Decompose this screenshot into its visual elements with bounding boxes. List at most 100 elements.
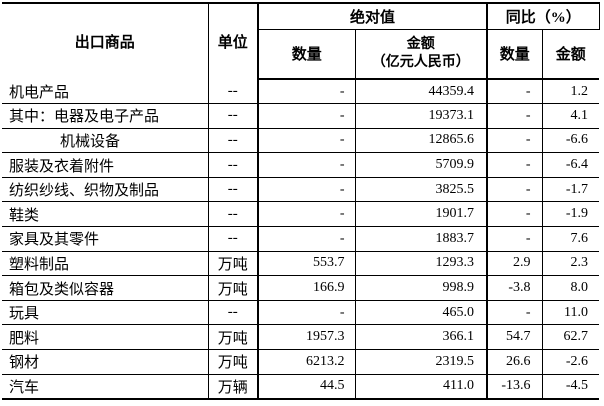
table-row: 塑料制品 万吨 553.7 1293.3 2.9 2.3 <box>2 251 600 277</box>
cell-unit: -- <box>208 177 259 203</box>
table-header: 出口商品 单位 绝对值 同比（%） 数量 金额 （亿元人民币） 数量 金额 <box>2 3 600 80</box>
cell-abs-amount: 1293.3 <box>355 251 489 277</box>
cell-abs-quantity: - <box>258 103 356 129</box>
cell-commodity: 服装及衣着附件 <box>2 152 209 178</box>
cell-yoy-amount: -6.6 <box>542 128 600 154</box>
cell-commodity: 机电产品 <box>2 79 209 105</box>
cell-yoy-quantity: -3.8 <box>487 275 543 301</box>
cell-commodity: 汽车 <box>2 374 209 400</box>
cell-abs-quantity: - <box>258 226 356 252</box>
cell-yoy-quantity: - <box>487 226 543 252</box>
cell-yoy-quantity: - <box>487 128 543 154</box>
cell-abs-amount: 1883.7 <box>355 226 489 252</box>
cell-abs-amount: 998.9 <box>355 275 489 301</box>
cell-abs-quantity: - <box>258 152 356 178</box>
cell-yoy-amount: 7.6 <box>542 226 600 252</box>
cell-commodity: 箱包及类似容器 <box>2 275 209 301</box>
cell-yoy-quantity: 2.9 <box>487 251 543 277</box>
cell-yoy-quantity: - <box>487 300 543 326</box>
header-row-subcolumns: 数量 金额 （亿元人民币） 数量 金额 <box>2 29 600 80</box>
cell-yoy-amount: 2.3 <box>542 251 600 277</box>
header-unit: 单位 <box>208 3 259 79</box>
cell-yoy-amount: 1.2 <box>542 79 600 105</box>
table-row: 箱包及类似容器 万吨 166.9 998.9 -3.8 8.0 <box>2 275 600 301</box>
cell-unit: 万吨 <box>208 324 259 351</box>
table-row: 钢材 万吨 6213.2 2319.5 26.6 -2.6 <box>2 349 600 375</box>
cell-yoy-quantity: 26.6 <box>487 349 543 375</box>
table-row: 机电产品 -- - 44359.4 - 1.2 <box>2 79 600 105</box>
cell-yoy-amount: 11.0 <box>542 300 600 326</box>
cell-abs-amount: 1901.7 <box>355 201 489 228</box>
table-row: 鞋类 -- - 1901.7 - -1.9 <box>2 201 600 228</box>
cell-commodity: 鞋类 <box>2 201 209 228</box>
header-yoy-quantity: 数量 <box>487 29 543 80</box>
cell-unit: 万吨 <box>208 349 259 375</box>
header-abs-amount-line1: 金额 <box>406 37 435 53</box>
cell-commodity: 其中：电器及电子产品 <box>2 103 209 129</box>
header-row-groups: 出口商品 单位 绝对值 同比（%） <box>2 3 600 79</box>
cell-abs-amount: 12865.6 <box>355 128 489 154</box>
cell-unit: -- <box>208 128 259 154</box>
cell-unit: -- <box>208 79 259 105</box>
cell-unit: 万辆 <box>208 374 259 400</box>
cell-abs-quantity: - <box>258 177 356 203</box>
cell-abs-amount: 5709.9 <box>355 152 489 178</box>
cell-yoy-quantity: -13.6 <box>487 374 543 400</box>
table-row: 服装及衣着附件 -- - 5709.9 - -6.4 <box>2 152 600 178</box>
cell-abs-quantity: - <box>258 201 356 228</box>
cell-abs-quantity: - <box>258 79 356 105</box>
cell-abs-quantity: 553.7 <box>258 251 356 277</box>
cell-commodity: 塑料制品 <box>2 251 209 277</box>
cell-abs-quantity: 44.5 <box>258 374 356 400</box>
cell-abs-quantity: 6213.2 <box>258 349 356 375</box>
table-row: 汽车 万辆 44.5 411.0 -13.6 -4.5 <box>2 374 600 400</box>
cell-yoy-quantity: 54.7 <box>487 324 543 351</box>
cell-yoy-quantity: - <box>487 79 543 105</box>
cell-unit: 万吨 <box>208 251 259 277</box>
header-abs-quantity: 数量 <box>258 29 356 80</box>
cell-abs-amount: 44359.4 <box>355 79 489 105</box>
table-row: 玩具 -- - 465.0 - 11.0 <box>2 300 600 326</box>
cell-commodity: 机械设备 <box>2 128 209 154</box>
cell-abs-quantity: 166.9 <box>258 275 356 301</box>
cell-yoy-amount: -6.4 <box>542 152 600 178</box>
cell-unit: -- <box>208 103 259 129</box>
cell-yoy-quantity: - <box>487 177 543 203</box>
cell-abs-amount: 411.0 <box>355 374 489 400</box>
cell-abs-amount: 2319.5 <box>355 349 489 375</box>
cell-unit: -- <box>208 201 259 228</box>
cell-abs-quantity: - <box>258 300 356 326</box>
cell-yoy-amount: -4.5 <box>542 374 600 400</box>
cell-yoy-amount: -2.6 <box>542 349 600 375</box>
header-yoy-percent: 同比（%） <box>487 3 600 30</box>
table-row: 其中：电器及电子产品 -- - 19373.1 - 4.1 <box>2 103 600 129</box>
cell-abs-amount: 465.0 <box>355 300 489 326</box>
header-abs-amount-line2: （亿元人民币） <box>371 54 470 70</box>
export-table: 出口商品 单位 绝对值 同比（%） 数量 金额 （亿元人民币） 数量 金额 机电… <box>2 2 600 400</box>
header-absolute-value: 绝对值 <box>258 3 489 30</box>
cell-unit: -- <box>208 152 259 178</box>
cell-yoy-amount: -1.7 <box>542 177 600 203</box>
table-row: 家具及其零件 -- - 1883.7 - 7.6 <box>2 226 600 252</box>
cell-yoy-amount: 62.7 <box>542 324 600 351</box>
cell-yoy-quantity: - <box>487 152 543 178</box>
cell-unit: -- <box>208 300 259 326</box>
cell-yoy-amount: -1.9 <box>542 201 600 228</box>
cell-commodity: 玩具 <box>2 300 209 326</box>
cell-yoy-quantity: - <box>487 201 543 228</box>
table-row: 机械设备 -- - 12865.6 - -6.6 <box>2 128 600 154</box>
cell-unit: -- <box>208 226 259 252</box>
cell-commodity: 家具及其零件 <box>2 226 209 252</box>
cell-abs-quantity: - <box>258 128 356 154</box>
cell-yoy-amount: 4.1 <box>542 103 600 129</box>
cell-yoy-quantity: - <box>487 103 543 129</box>
cell-commodity: 纺织纱线、织物及制品 <box>2 177 209 203</box>
cell-abs-amount: 366.1 <box>355 324 489 351</box>
cell-unit: 万吨 <box>208 275 259 301</box>
table-row: 肥料 万吨 1957.3 366.1 54.7 62.7 <box>2 324 600 351</box>
header-yoy-amount: 金额 <box>542 29 600 80</box>
header-abs-amount: 金额 （亿元人民币） <box>355 29 489 80</box>
table-row: 纺织纱线、织物及制品 -- - 3825.5 - -1.7 <box>2 177 600 203</box>
cell-abs-quantity: 1957.3 <box>258 324 356 351</box>
cell-abs-amount: 3825.5 <box>355 177 489 203</box>
